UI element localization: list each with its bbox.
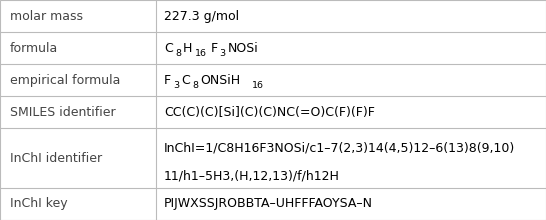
Text: InChI key: InChI key: [10, 197, 68, 211]
Text: CC(C)(C)[Si](C)(C)NC(=O)C(F)(F)F: CC(C)(C)[Si](C)(C)NC(=O)C(F)(F)F: [164, 106, 375, 119]
Text: ONSiH: ONSiH: [200, 74, 240, 87]
Text: empirical formula: empirical formula: [10, 74, 120, 87]
Text: F: F: [164, 74, 171, 87]
Text: 8: 8: [175, 49, 181, 57]
Text: InChI identifier: InChI identifier: [10, 152, 102, 165]
Text: 11/h1–5H3,(H,12,13)/f/h12H: 11/h1–5H3,(H,12,13)/f/h12H: [164, 170, 340, 183]
Text: 3: 3: [173, 81, 179, 90]
Text: 227.3 g/mol: 227.3 g/mol: [164, 9, 239, 23]
Text: InChI=1/C8H16F3NOSi/c1–7(2,3)14(4,5)12–6(13)8(9,10): InChI=1/C8H16F3NOSi/c1–7(2,3)14(4,5)12–6…: [164, 142, 515, 155]
Text: molar mass: molar mass: [10, 9, 83, 23]
Text: 8: 8: [192, 81, 198, 90]
Text: 16: 16: [252, 81, 264, 90]
Text: H: H: [183, 42, 192, 55]
Text: SMILES identifier: SMILES identifier: [10, 106, 115, 119]
Text: formula: formula: [10, 42, 58, 55]
Text: 3: 3: [219, 49, 225, 57]
Text: PIJWXSSJROBBTA–UHFFFAOYSA–N: PIJWXSSJROBBTA–UHFFFAOYSA–N: [164, 197, 373, 211]
Text: NOSi: NOSi: [228, 42, 258, 55]
Text: 16: 16: [195, 49, 207, 57]
Text: F: F: [210, 42, 217, 55]
Text: C: C: [181, 74, 189, 87]
Text: C: C: [164, 42, 173, 55]
